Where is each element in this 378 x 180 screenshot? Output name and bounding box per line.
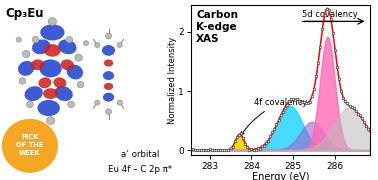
Circle shape	[68, 101, 74, 108]
Circle shape	[32, 36, 39, 43]
Ellipse shape	[104, 59, 113, 67]
Ellipse shape	[54, 86, 73, 101]
Text: 5d covalency: 5d covalency	[302, 10, 357, 19]
Circle shape	[84, 41, 89, 46]
Ellipse shape	[44, 44, 61, 57]
Circle shape	[94, 100, 100, 105]
Ellipse shape	[103, 93, 114, 102]
Ellipse shape	[31, 59, 44, 70]
Circle shape	[117, 42, 122, 48]
Ellipse shape	[32, 39, 50, 54]
Circle shape	[75, 54, 82, 61]
Circle shape	[105, 33, 112, 39]
Circle shape	[26, 101, 33, 108]
Ellipse shape	[39, 77, 51, 88]
Circle shape	[94, 42, 100, 48]
Circle shape	[77, 81, 84, 88]
Ellipse shape	[25, 86, 43, 101]
Circle shape	[19, 78, 26, 84]
Text: Cp₃Eu: Cp₃Eu	[6, 7, 44, 20]
Ellipse shape	[18, 61, 34, 76]
X-axis label: Energy (eV): Energy (eV)	[252, 172, 310, 180]
Ellipse shape	[61, 59, 74, 70]
Ellipse shape	[37, 100, 60, 116]
Text: Eu 4f – C 2p π*: Eu 4f – C 2p π*	[108, 165, 172, 174]
Ellipse shape	[58, 39, 76, 54]
Text: PICK
OF THE
WEEK: PICK OF THE WEEK	[16, 134, 43, 156]
Circle shape	[48, 18, 56, 26]
Circle shape	[117, 100, 122, 105]
Ellipse shape	[102, 45, 115, 56]
Text: a’ orbital: a’ orbital	[121, 150, 160, 159]
Ellipse shape	[40, 24, 65, 40]
Ellipse shape	[53, 77, 67, 88]
Text: Carbon
K-edge
XAS: Carbon K-edge XAS	[196, 10, 238, 44]
Y-axis label: Normalized Intensity: Normalized Intensity	[168, 37, 177, 124]
Text: 4f covalency: 4f covalency	[241, 98, 307, 135]
Circle shape	[16, 37, 21, 42]
Circle shape	[105, 109, 112, 114]
Ellipse shape	[43, 88, 58, 99]
Ellipse shape	[103, 71, 114, 80]
Ellipse shape	[39, 59, 62, 77]
Circle shape	[2, 119, 58, 173]
Circle shape	[46, 117, 55, 125]
Circle shape	[22, 50, 30, 58]
Ellipse shape	[67, 65, 83, 79]
Circle shape	[66, 36, 73, 43]
Ellipse shape	[104, 83, 113, 90]
